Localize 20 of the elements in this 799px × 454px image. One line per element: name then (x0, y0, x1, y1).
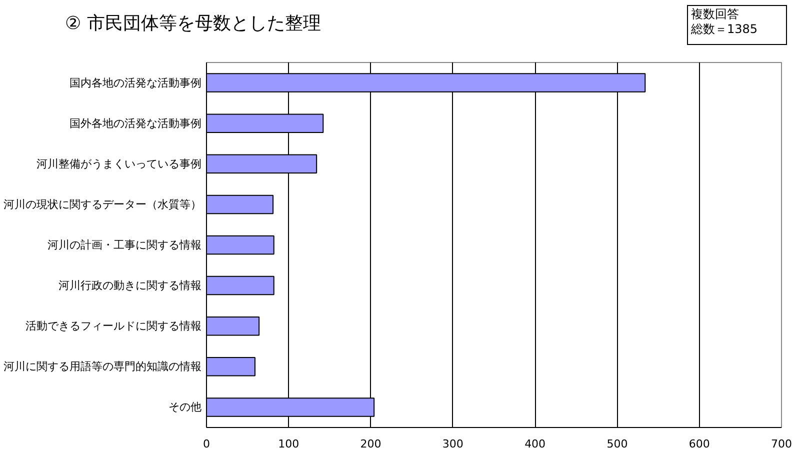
x-tick-label: 100 (278, 438, 300, 450)
y-tick-label: 活動できるフィールドに関する情報 (26, 320, 202, 333)
x-tick-label: 200 (360, 438, 382, 450)
y-tick-label: 国外各地の活発な活動事例 (70, 116, 202, 130)
x-tick-label: 300 (442, 438, 464, 450)
x-tick-label: 500 (606, 438, 628, 450)
text: 複数回答 (691, 7, 740, 22)
x-tick-label: 700 (771, 438, 792, 450)
x-tick-label: 600 (688, 438, 710, 450)
y-tick-label: 河川に関する用語等の専門的知識の情報 (4, 360, 202, 374)
x-tick-label: 400 (524, 438, 546, 450)
chart-title: ② 市民団体等を母数とした整理 (65, 12, 321, 36)
y-tick-label: 河川の現状に関するデーター（水質等） (4, 198, 202, 211)
y-tick-label: 河川整備がうまくいっている事例 (36, 157, 202, 170)
y-tick-label: その他 (168, 400, 202, 414)
text: 総数＝1385 (691, 22, 758, 37)
x-tick-label: 0 (203, 438, 210, 450)
y-tick-label: 河川行政の動きに関する情報 (58, 279, 202, 292)
y-tick-label: 国内各地の活発な活動事例 (70, 76, 202, 90)
y-tick-label: 河川の計画・工事に関する情報 (48, 238, 202, 252)
